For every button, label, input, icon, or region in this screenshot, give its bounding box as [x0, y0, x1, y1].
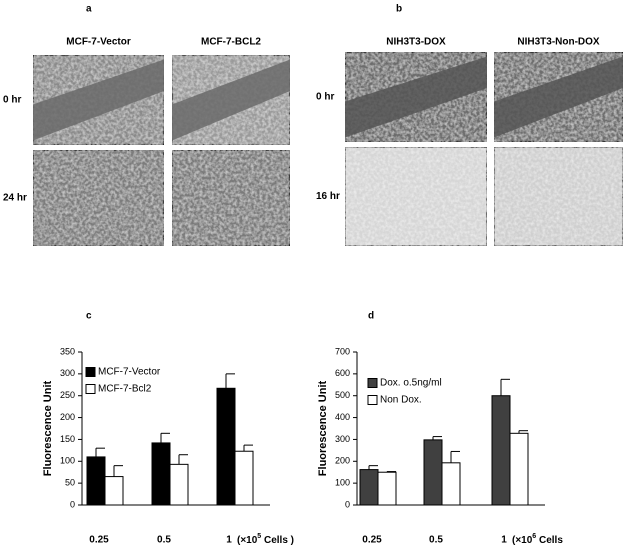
- wound-gap: [494, 56, 623, 138]
- column-title: MCF-7-Vector: [66, 37, 131, 48]
- y-tick-label: 0: [345, 499, 350, 509]
- column-title: MCF-7-BCL2: [201, 37, 261, 48]
- x-axis-unit: (×106 Cells: [512, 533, 563, 546]
- row-label: 16 hr: [316, 191, 340, 202]
- micrograph: [32, 149, 165, 247]
- x-tick-label: 1: [226, 535, 232, 546]
- column-title: NIH3T3-DOX: [386, 37, 446, 48]
- y-tick-label: 700: [335, 346, 350, 356]
- bar: [509, 432, 529, 506]
- bar: [441, 462, 461, 506]
- row-label: 0 hr: [316, 92, 334, 103]
- bar: [423, 439, 443, 506]
- x-axis-unit: (×105 Cells ): [237, 533, 294, 546]
- y-tick-label: 400: [335, 412, 350, 422]
- legend-label: MCF-7-Bcl2: [98, 384, 152, 395]
- y-tick-label: 350: [60, 346, 75, 356]
- x-unit-suffix: Cells: [536, 535, 563, 546]
- y-tick-label: 50: [65, 478, 75, 488]
- y-tick-label: 100: [60, 456, 75, 466]
- row-label: 24 hr: [3, 193, 27, 204]
- x-unit-prefix: (×10: [512, 535, 533, 546]
- legend-swatch: [367, 378, 378, 388]
- y-tick-label: 500: [335, 390, 350, 400]
- y-tick-label: 100: [335, 478, 350, 488]
- panel-label: b: [396, 4, 402, 15]
- micrograph: [344, 146, 488, 247]
- x-unit-suffix: Cells ): [261, 535, 294, 546]
- panel-label: a: [86, 4, 92, 15]
- y-tick-label: 200: [60, 412, 75, 422]
- bar: [359, 469, 379, 506]
- bar: [216, 387, 236, 506]
- x-tick-label: 0.5: [157, 535, 171, 546]
- x-unit-sup: 5: [257, 533, 261, 540]
- bar: [169, 463, 189, 506]
- bar: [151, 442, 171, 506]
- x-tick-label: 1: [501, 535, 507, 546]
- bar: [86, 456, 106, 506]
- bar: [104, 476, 124, 506]
- y-tick-label: 250: [60, 390, 75, 400]
- bar: [234, 450, 254, 506]
- y-axis-title: Fluorescence Unit: [42, 380, 54, 476]
- x-tick-label: 0.25: [362, 535, 382, 546]
- wound-gap: [172, 59, 290, 141]
- x-unit-prefix: (×10: [237, 535, 258, 546]
- x-unit-sup: 6: [532, 533, 536, 540]
- micrograph: [171, 149, 291, 247]
- x-tick-label: 0.25: [89, 535, 109, 546]
- panel-label: d: [368, 311, 374, 322]
- y-tick-label: 300: [335, 434, 350, 444]
- legend-swatch: [85, 384, 96, 394]
- legend-swatch: [85, 367, 96, 377]
- y-tick-label: 0: [70, 499, 75, 509]
- column-title: NIH3T3-Non-DOX: [517, 37, 600, 48]
- panel-label: c: [86, 311, 92, 322]
- y-tick-label: 600: [335, 368, 350, 378]
- y-tick-label: 300: [60, 368, 75, 378]
- legend-label: Dox. o.5ng/ml: [380, 378, 442, 389]
- y-tick-label: 150: [60, 434, 75, 444]
- micrograph: [493, 146, 624, 247]
- bar: [491, 395, 511, 506]
- legend-label: MCF-7-Vector: [98, 367, 161, 378]
- legend-label: Non Dox.: [380, 395, 422, 406]
- y-axis-title: Fluorescence Unit: [317, 380, 329, 476]
- wound-gap: [33, 59, 164, 141]
- row-label: 0 hr: [3, 95, 21, 106]
- legend-swatch: [367, 395, 378, 405]
- wound-gap: [345, 56, 487, 138]
- bar: [377, 471, 397, 506]
- x-tick-label: 0.5: [429, 535, 443, 546]
- y-tick-label: 200: [335, 456, 350, 466]
